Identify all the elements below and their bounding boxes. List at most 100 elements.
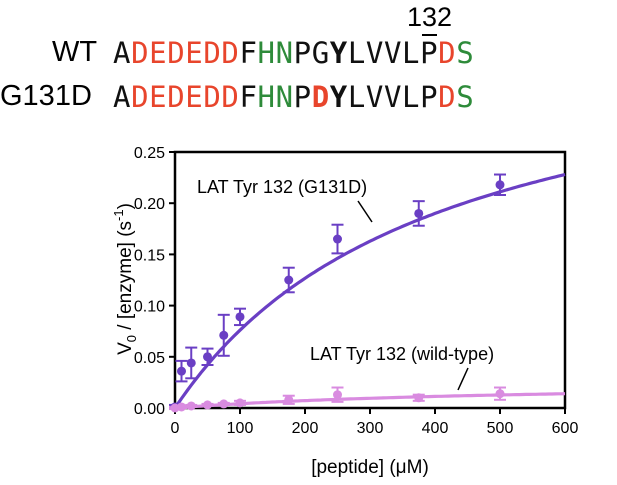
residue-h: H xyxy=(257,36,276,70)
annotation-label-wildtype: LAT Tyr 132 (wild-type) xyxy=(310,344,494,364)
y-axis-label: V0 / [enzyme] (s-1) xyxy=(111,203,139,355)
data-point xyxy=(495,180,505,190)
residue-d: D xyxy=(203,36,222,70)
sequence-row-g131d: G131D ADEDEDDFHNPDYLVVLPDS xyxy=(0,74,617,118)
data-point xyxy=(203,400,212,410)
residue-l: L xyxy=(402,80,421,114)
residue-f: F xyxy=(239,36,258,70)
residue-d: D xyxy=(167,80,186,114)
data-point xyxy=(235,312,245,322)
residue-p: P xyxy=(293,80,312,114)
residue-n: N xyxy=(275,80,294,114)
y-tick-label: 0.20 xyxy=(134,196,165,213)
residue-l: L xyxy=(347,36,366,70)
sequence-residues: ADEDEDDFHNPGYLVVLPDS xyxy=(113,36,474,70)
y-tick-label: 0.05 xyxy=(134,350,165,367)
data-point xyxy=(333,234,342,244)
residue-f: F xyxy=(239,80,258,114)
data-point xyxy=(235,398,245,408)
x-tick-label: 0 xyxy=(171,420,180,437)
residue-p: P xyxy=(420,80,439,114)
residue-e: E xyxy=(149,36,168,70)
x-tick-label: 200 xyxy=(292,420,319,437)
annotation-leader-wildtype xyxy=(457,367,469,391)
residue-v: V xyxy=(383,80,402,114)
residue-a: A xyxy=(113,80,132,114)
annotation-leader-g131d xyxy=(357,200,373,223)
y-axis-label-end: ) xyxy=(115,203,136,209)
residue-d: D xyxy=(221,36,240,70)
error-bars xyxy=(169,173,506,411)
residue-h: H xyxy=(257,80,276,114)
fit-curve-series-0 xyxy=(173,172,566,409)
x-axis-ticks: 0 100 200 300 400 500 600 xyxy=(171,408,579,437)
y-axis-label-rest: / [enzyme] (s xyxy=(115,221,136,335)
x-tick-label: 500 xyxy=(487,420,514,437)
series-annotations: LAT Tyr 132 (G131D) LAT Tyr 132 (wild-typ… xyxy=(197,177,494,391)
data-point xyxy=(186,358,196,368)
y-tick-label: 0.10 xyxy=(134,299,165,316)
residue-d: D xyxy=(203,80,222,114)
position-label: 132 xyxy=(407,2,452,36)
residue-d: D xyxy=(221,80,240,114)
data-point xyxy=(219,399,229,409)
residue-v: V xyxy=(383,36,402,70)
data-point xyxy=(414,208,424,218)
residue-d: D xyxy=(131,80,150,114)
y-tick-label: 0.15 xyxy=(134,247,165,264)
fit-curves xyxy=(173,172,566,410)
data-point xyxy=(219,330,229,340)
data-point xyxy=(414,393,424,403)
data-point xyxy=(203,352,212,362)
y-tick-label: 0.25 xyxy=(134,145,165,162)
annotation-label-g131d: LAT Tyr 132 (G131D) xyxy=(197,177,367,197)
data-point xyxy=(333,390,342,400)
data-point xyxy=(284,275,294,285)
residue-g: G xyxy=(311,36,330,70)
data-point xyxy=(284,395,294,405)
x-tick-label: 300 xyxy=(357,420,384,437)
y-axis-label-main: V xyxy=(115,342,136,355)
residue-v: V xyxy=(365,36,384,70)
residue-a: A xyxy=(113,36,132,70)
residue-e: E xyxy=(149,80,168,114)
residue-s: S xyxy=(456,36,475,70)
y-axis-label-sub: 0 xyxy=(124,335,139,342)
residue-p: P xyxy=(420,36,439,70)
residue-d: D xyxy=(311,80,330,114)
residue-d: D xyxy=(438,36,457,70)
residue-n: N xyxy=(275,36,294,70)
sequence-label: WT xyxy=(52,36,98,68)
sequence-alignment: 132 WT ADEDEDDFHNPGYLVVLPDS G131D ADEDED… xyxy=(0,0,617,125)
residue-d: D xyxy=(131,36,150,70)
data-point xyxy=(177,366,186,376)
x-tick-label: 400 xyxy=(422,420,449,437)
residue-d: D xyxy=(438,80,457,114)
residue-e: E xyxy=(185,80,204,114)
data-point xyxy=(495,389,505,399)
residue-d: D xyxy=(167,36,186,70)
kinetics-chart: 0 100 200 300 400 500 600 0.00 0.05 0.10 0.15 0.20… xyxy=(111,145,579,478)
residue-l: L xyxy=(347,80,366,114)
y-axis-label-sup: -1 xyxy=(111,209,126,221)
residue-y: Y xyxy=(329,36,348,70)
x-axis-label: [peptide] (μM) xyxy=(311,457,429,478)
sequence-label: G131D xyxy=(0,80,92,112)
data-point xyxy=(177,402,186,412)
sequence-residues: ADEDEDDFHNPDYLVVLPDS xyxy=(113,80,474,114)
y-tick-label: 0.00 xyxy=(134,401,165,418)
sequence-row-wt: WT ADEDEDDFHNPGYLVVLPDS xyxy=(0,30,617,74)
residue-e: E xyxy=(185,36,204,70)
residue-s: S xyxy=(456,80,475,114)
fit-curve-series-1 xyxy=(174,392,566,410)
residue-l: L xyxy=(402,36,421,70)
x-tick-label: 100 xyxy=(227,420,254,437)
data-point xyxy=(186,401,196,411)
data-points xyxy=(170,180,505,413)
y-axis-ticks: 0.00 0.05 0.10 0.15 0.20 0.25 xyxy=(134,145,175,418)
residue-v: V xyxy=(365,80,384,114)
position-underline xyxy=(422,34,437,36)
residue-p: P xyxy=(293,36,312,70)
residue-y: Y xyxy=(329,80,348,114)
x-tick-label: 600 xyxy=(552,420,579,437)
